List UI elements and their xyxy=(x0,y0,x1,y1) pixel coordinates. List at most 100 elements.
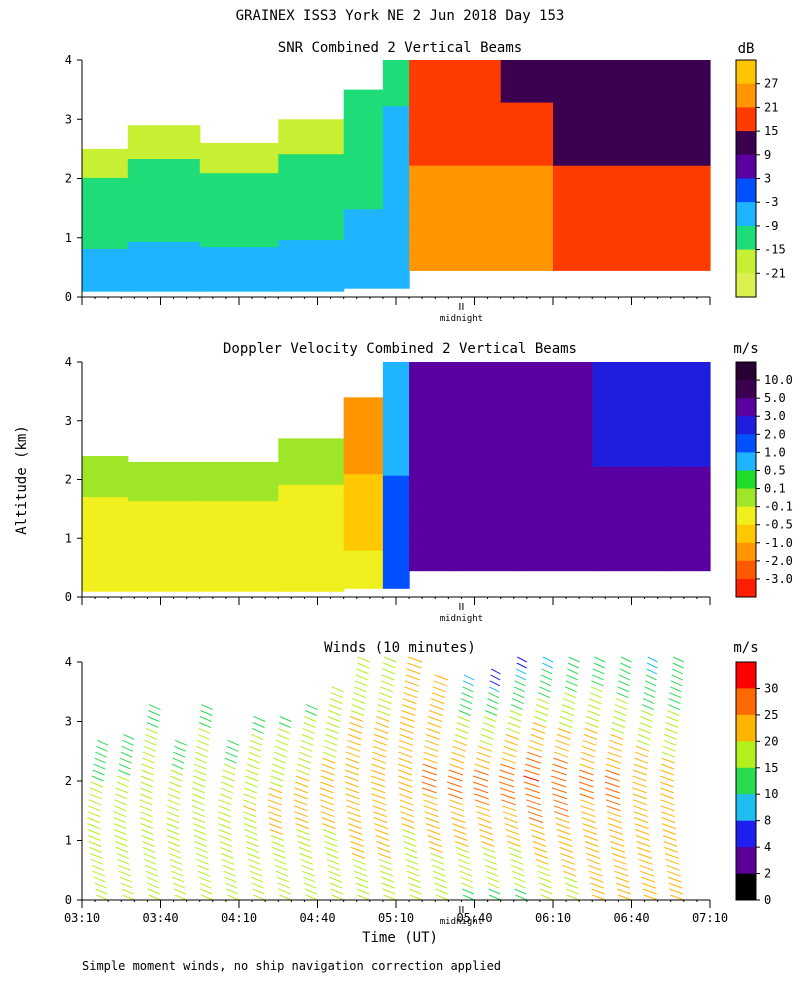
wind-barb xyxy=(482,722,496,728)
wind-barb xyxy=(225,751,238,758)
wind-barb xyxy=(423,757,438,764)
wind-barb xyxy=(610,841,625,847)
heatmap-cell xyxy=(553,165,606,187)
wind-barb xyxy=(488,888,501,895)
wind-barb xyxy=(89,846,102,853)
wind-barb xyxy=(662,835,677,841)
wind-barb xyxy=(512,692,525,699)
wind-barb xyxy=(473,793,489,800)
wind-barb xyxy=(293,799,308,806)
colorbar-swatch xyxy=(736,398,756,417)
colorbar-frame xyxy=(735,361,757,598)
wind-barb xyxy=(278,888,291,895)
wind-barb xyxy=(509,710,523,716)
wind-barb xyxy=(90,781,103,788)
wind-barb xyxy=(540,894,554,901)
colorbar-swatch xyxy=(736,578,756,598)
heatmap-cell xyxy=(409,466,449,488)
wind-barb xyxy=(409,888,422,895)
heatmap-cell xyxy=(553,102,606,124)
wind-barb xyxy=(525,799,542,806)
wind-barb xyxy=(350,841,364,847)
x-tick-label: 03:10 xyxy=(64,911,100,925)
heatmap-cell xyxy=(82,550,129,565)
wind-barb xyxy=(552,763,568,770)
wind-barb xyxy=(663,739,677,746)
wind-barb xyxy=(554,751,569,758)
wind-barb xyxy=(606,811,622,818)
wind-barb xyxy=(584,841,599,847)
wind-barb xyxy=(398,781,413,788)
wind-barb xyxy=(115,846,129,853)
wind-barb xyxy=(505,829,520,835)
y-tick-label: 3 xyxy=(65,414,72,428)
wind-barb xyxy=(664,727,678,734)
wind-barb xyxy=(195,751,208,758)
midnight-label: midnight xyxy=(440,614,483,624)
wind-barb xyxy=(279,894,292,901)
wind-barb xyxy=(605,793,621,800)
wind-barb xyxy=(172,876,185,883)
wind-barb xyxy=(220,852,234,859)
colorbar-label: 2.0 xyxy=(764,427,786,441)
colorbar-label: 15 xyxy=(764,124,778,138)
wind-barb xyxy=(584,727,598,734)
wind-barb xyxy=(403,692,418,699)
heatmap-cell xyxy=(592,549,665,572)
wind-barb xyxy=(506,835,521,841)
wind-barb xyxy=(90,787,103,794)
heatmap-cell xyxy=(382,105,410,129)
wind-barb xyxy=(670,686,682,693)
wind-barb xyxy=(515,894,527,901)
wind-barb xyxy=(422,763,438,770)
wind-barb xyxy=(377,846,391,853)
heatmap-cell xyxy=(409,81,449,103)
colorbar-swatch xyxy=(736,506,756,526)
wind-barb xyxy=(435,888,448,895)
heatmap-cell xyxy=(448,102,502,124)
wind-barb xyxy=(171,870,184,877)
wind-barb xyxy=(251,733,264,740)
wind-barb xyxy=(245,769,259,776)
wind-barb xyxy=(565,680,578,687)
wind-barb xyxy=(140,823,154,830)
wind-barb xyxy=(321,769,335,776)
wind-barb xyxy=(534,710,548,716)
wind-barb xyxy=(590,882,604,889)
wind-barb xyxy=(372,751,387,758)
wind-barb xyxy=(115,787,129,794)
wind-barb xyxy=(423,799,438,806)
wind-barb xyxy=(275,745,288,752)
heatmap-cell xyxy=(82,469,129,484)
heatmap-cell xyxy=(343,169,384,190)
wind-barb xyxy=(555,823,571,830)
wind-barb xyxy=(484,864,498,871)
colorbar-label: 25 xyxy=(764,708,778,722)
wind-barb xyxy=(554,811,569,818)
heatmap-cell xyxy=(448,186,502,208)
heatmap-cell xyxy=(127,158,201,176)
wind-barb xyxy=(587,864,602,871)
wind-barb xyxy=(610,733,624,740)
wind-barb xyxy=(406,870,420,877)
wind-barb xyxy=(267,805,282,812)
wind-barb xyxy=(446,781,463,788)
wind-barb xyxy=(579,763,595,770)
wind-barb xyxy=(641,704,654,711)
wind-barb xyxy=(486,704,498,711)
wind-barb xyxy=(617,686,630,693)
wind-barb xyxy=(140,817,153,824)
heatmap-cell xyxy=(343,511,384,532)
wind-barb xyxy=(220,787,233,794)
colorbar-label: 20 xyxy=(764,734,778,748)
wind-barb xyxy=(372,805,387,812)
wind-barb xyxy=(542,662,553,669)
wind-barb xyxy=(555,739,570,746)
wind-barb xyxy=(557,835,572,841)
heatmap-cell xyxy=(448,549,515,572)
x-tick-label: 04:40 xyxy=(299,911,335,925)
heatmap-cell xyxy=(127,141,201,159)
heatmap-cell xyxy=(664,424,711,447)
colorbar-swatch xyxy=(736,249,756,274)
wind-barb xyxy=(371,757,386,764)
